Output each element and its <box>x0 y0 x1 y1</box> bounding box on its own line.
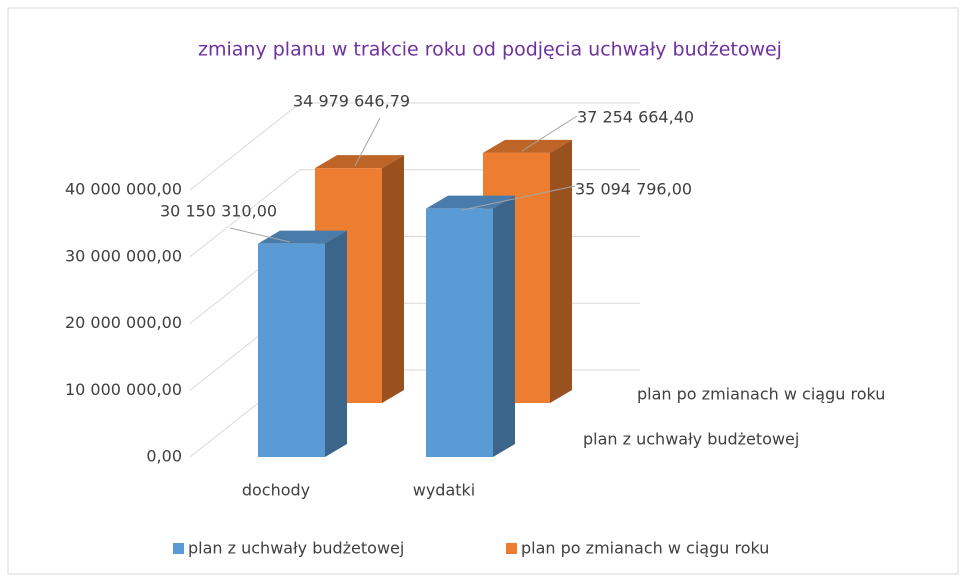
y-tick-label: 10 000 000,00 <box>65 380 182 399</box>
leader-line <box>229 227 291 243</box>
y-tick-label: 40 000 000,00 <box>65 180 182 199</box>
depth-label: plan po zmianach w ciągu roku <box>637 385 885 404</box>
bar-side <box>325 230 347 457</box>
bar-side <box>493 195 515 457</box>
legend-label: plan po zmianach w ciągu roku <box>521 539 769 558</box>
grid-line <box>189 102 640 191</box>
legend-swatch <box>506 543 517 554</box>
y-tick-label: 20 000 000,00 <box>65 313 182 332</box>
leader-line <box>461 185 576 211</box>
bar <box>426 208 493 457</box>
bar <box>258 243 325 457</box>
x-tick-label: dochody <box>242 481 310 500</box>
legend-swatch <box>173 543 184 554</box>
bar-side <box>550 139 572 403</box>
bar-top <box>483 139 572 153</box>
leader-line <box>521 115 578 152</box>
bar-top <box>426 195 515 209</box>
data-label: 35 094 796,00 <box>575 180 692 199</box>
legend-label: plan z uchwały budżetowej <box>188 539 404 558</box>
bar-top <box>315 155 404 169</box>
depth-label: plan z uchwały budżetowej <box>583 430 799 449</box>
data-label: 34 979 646,79 <box>293 92 410 111</box>
bar-top <box>258 230 347 244</box>
data-label: 30 150 310,00 <box>160 202 277 221</box>
x-tick-label: wydatki <box>413 481 476 500</box>
bar-side <box>382 155 404 403</box>
chart-title: zmiany planu w trakcie roku od podjęcia … <box>198 39 782 61</box>
data-label: 37 254 664,40 <box>577 108 694 127</box>
leader-line <box>354 117 381 167</box>
y-tick-label: 30 000 000,00 <box>65 246 182 265</box>
y-tick-label: 0,00 <box>146 447 182 466</box>
